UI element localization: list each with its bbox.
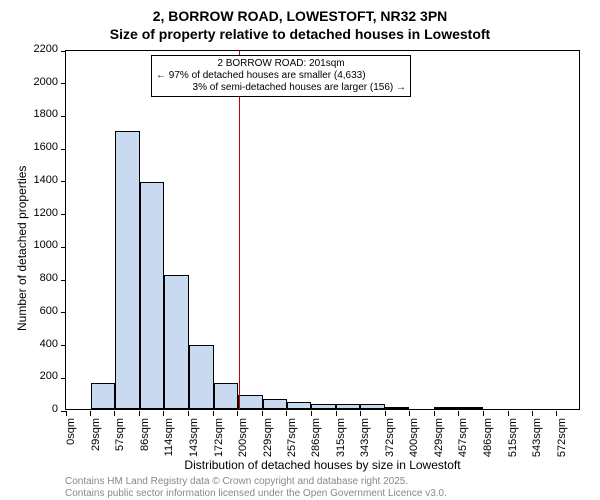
chart-title-sub: Size of property relative to detached ho… (0, 26, 600, 42)
y-tick-mark (61, 181, 66, 182)
x-tick-mark (458, 411, 459, 416)
histogram-bar (140, 182, 164, 409)
chart-container: 2, BORROW ROAD, LOWESTOFT, NR32 3PN Size… (0, 0, 600, 500)
histogram-bar (214, 383, 238, 409)
x-tick-label: 400sqm (408, 418, 420, 468)
y-tick-label: 1800 (20, 108, 58, 120)
histogram-bar (458, 407, 483, 409)
histogram-bar (238, 395, 263, 409)
x-tick-mark (163, 411, 164, 416)
x-tick-mark (385, 411, 386, 416)
x-tick-label: 572sqm (556, 418, 568, 468)
y-tick-label: 600 (20, 305, 58, 317)
y-tick-label: 0 (20, 403, 58, 415)
x-tick-mark (434, 411, 435, 416)
x-tick-mark (66, 411, 67, 416)
y-tick-label: 1600 (20, 141, 58, 153)
x-tick-mark (556, 411, 557, 416)
annotation-line3: 3% of semi-detached houses are larger (1… (156, 82, 406, 94)
histogram-bar (164, 275, 189, 409)
histogram-bar (189, 345, 214, 409)
x-tick-label: 114sqm (163, 418, 175, 468)
y-tick-label: 2000 (20, 76, 58, 88)
x-tick-label: 200sqm (237, 418, 249, 468)
annotation-line2: ← 97% of detached houses are smaller (4,… (156, 70, 406, 82)
x-tick-label: 343sqm (359, 418, 371, 468)
plot-area: 2 BORROW ROAD: 201sqm← 97% of detached h… (65, 50, 580, 410)
x-tick-label: 457sqm (457, 418, 469, 468)
x-tick-mark (237, 411, 238, 416)
x-tick-mark (508, 411, 509, 416)
y-tick-label: 1000 (20, 239, 58, 251)
histogram-bar (287, 402, 312, 409)
x-tick-label: 315sqm (335, 418, 347, 468)
histogram-bar (115, 131, 140, 409)
x-tick-mark (532, 411, 533, 416)
annotation-box: 2 BORROW ROAD: 201sqm← 97% of detached h… (151, 55, 411, 97)
footer-line1: Contains HM Land Registry data © Crown c… (65, 476, 447, 488)
x-tick-mark (114, 411, 115, 416)
x-tick-label: 172sqm (213, 418, 225, 468)
x-tick-label: 143sqm (188, 418, 200, 468)
x-tick-mark (139, 411, 140, 416)
y-tick-mark (61, 345, 66, 346)
x-tick-label: 29sqm (90, 418, 102, 468)
x-tick-mark (311, 411, 312, 416)
y-tick-label: 400 (20, 338, 58, 350)
x-tick-mark (360, 411, 361, 416)
x-tick-mark (90, 411, 91, 416)
y-tick-label: 200 (20, 370, 58, 382)
y-tick-mark (61, 312, 66, 313)
y-tick-mark (61, 83, 66, 84)
x-tick-mark (409, 411, 410, 416)
x-tick-label: 429sqm (433, 418, 445, 468)
histogram-bar (336, 404, 360, 409)
x-tick-mark (188, 411, 189, 416)
y-tick-mark (61, 51, 66, 52)
x-tick-label: 486sqm (482, 418, 494, 468)
histogram-bar (434, 407, 458, 409)
y-tick-mark (61, 149, 66, 150)
histogram-bar (360, 404, 385, 409)
y-tick-label: 800 (20, 272, 58, 284)
x-tick-label: 0sqm (65, 418, 77, 468)
x-tick-mark (262, 411, 263, 416)
y-tick-mark (61, 378, 66, 379)
x-tick-mark (483, 411, 484, 416)
y-tick-mark (61, 214, 66, 215)
x-tick-label: 57sqm (114, 418, 126, 468)
chart-title-main: 2, BORROW ROAD, LOWESTOFT, NR32 3PN (0, 8, 600, 24)
x-tick-label: 543sqm (531, 418, 543, 468)
histogram-bar (91, 383, 115, 409)
x-tick-mark (336, 411, 337, 416)
y-tick-label: 2200 (20, 43, 58, 55)
y-tick-label: 1400 (20, 174, 58, 186)
y-tick-label: 1200 (20, 207, 58, 219)
y-tick-mark (61, 116, 66, 117)
y-tick-mark (61, 247, 66, 248)
x-tick-mark (213, 411, 214, 416)
footer-line2: Contains public sector information licen… (65, 488, 447, 500)
annotation-line1: 2 BORROW ROAD: 201sqm (156, 58, 406, 70)
footer-attribution: Contains HM Land Registry data © Crown c… (65, 476, 447, 500)
x-tick-mark (286, 411, 287, 416)
x-tick-label: 229sqm (262, 418, 274, 468)
x-tick-label: 286sqm (310, 418, 322, 468)
x-tick-label: 372sqm (384, 418, 396, 468)
histogram-bar (311, 404, 336, 409)
x-tick-label: 257sqm (286, 418, 298, 468)
reference-line (239, 51, 240, 409)
histogram-bar (263, 399, 287, 409)
x-tick-label: 515sqm (507, 418, 519, 468)
x-tick-label: 86sqm (139, 418, 151, 468)
y-tick-mark (61, 280, 66, 281)
histogram-bar (385, 407, 409, 409)
